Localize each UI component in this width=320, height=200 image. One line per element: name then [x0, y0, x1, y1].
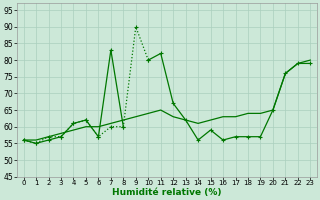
X-axis label: Humidité relative (%): Humidité relative (%): [112, 188, 222, 197]
